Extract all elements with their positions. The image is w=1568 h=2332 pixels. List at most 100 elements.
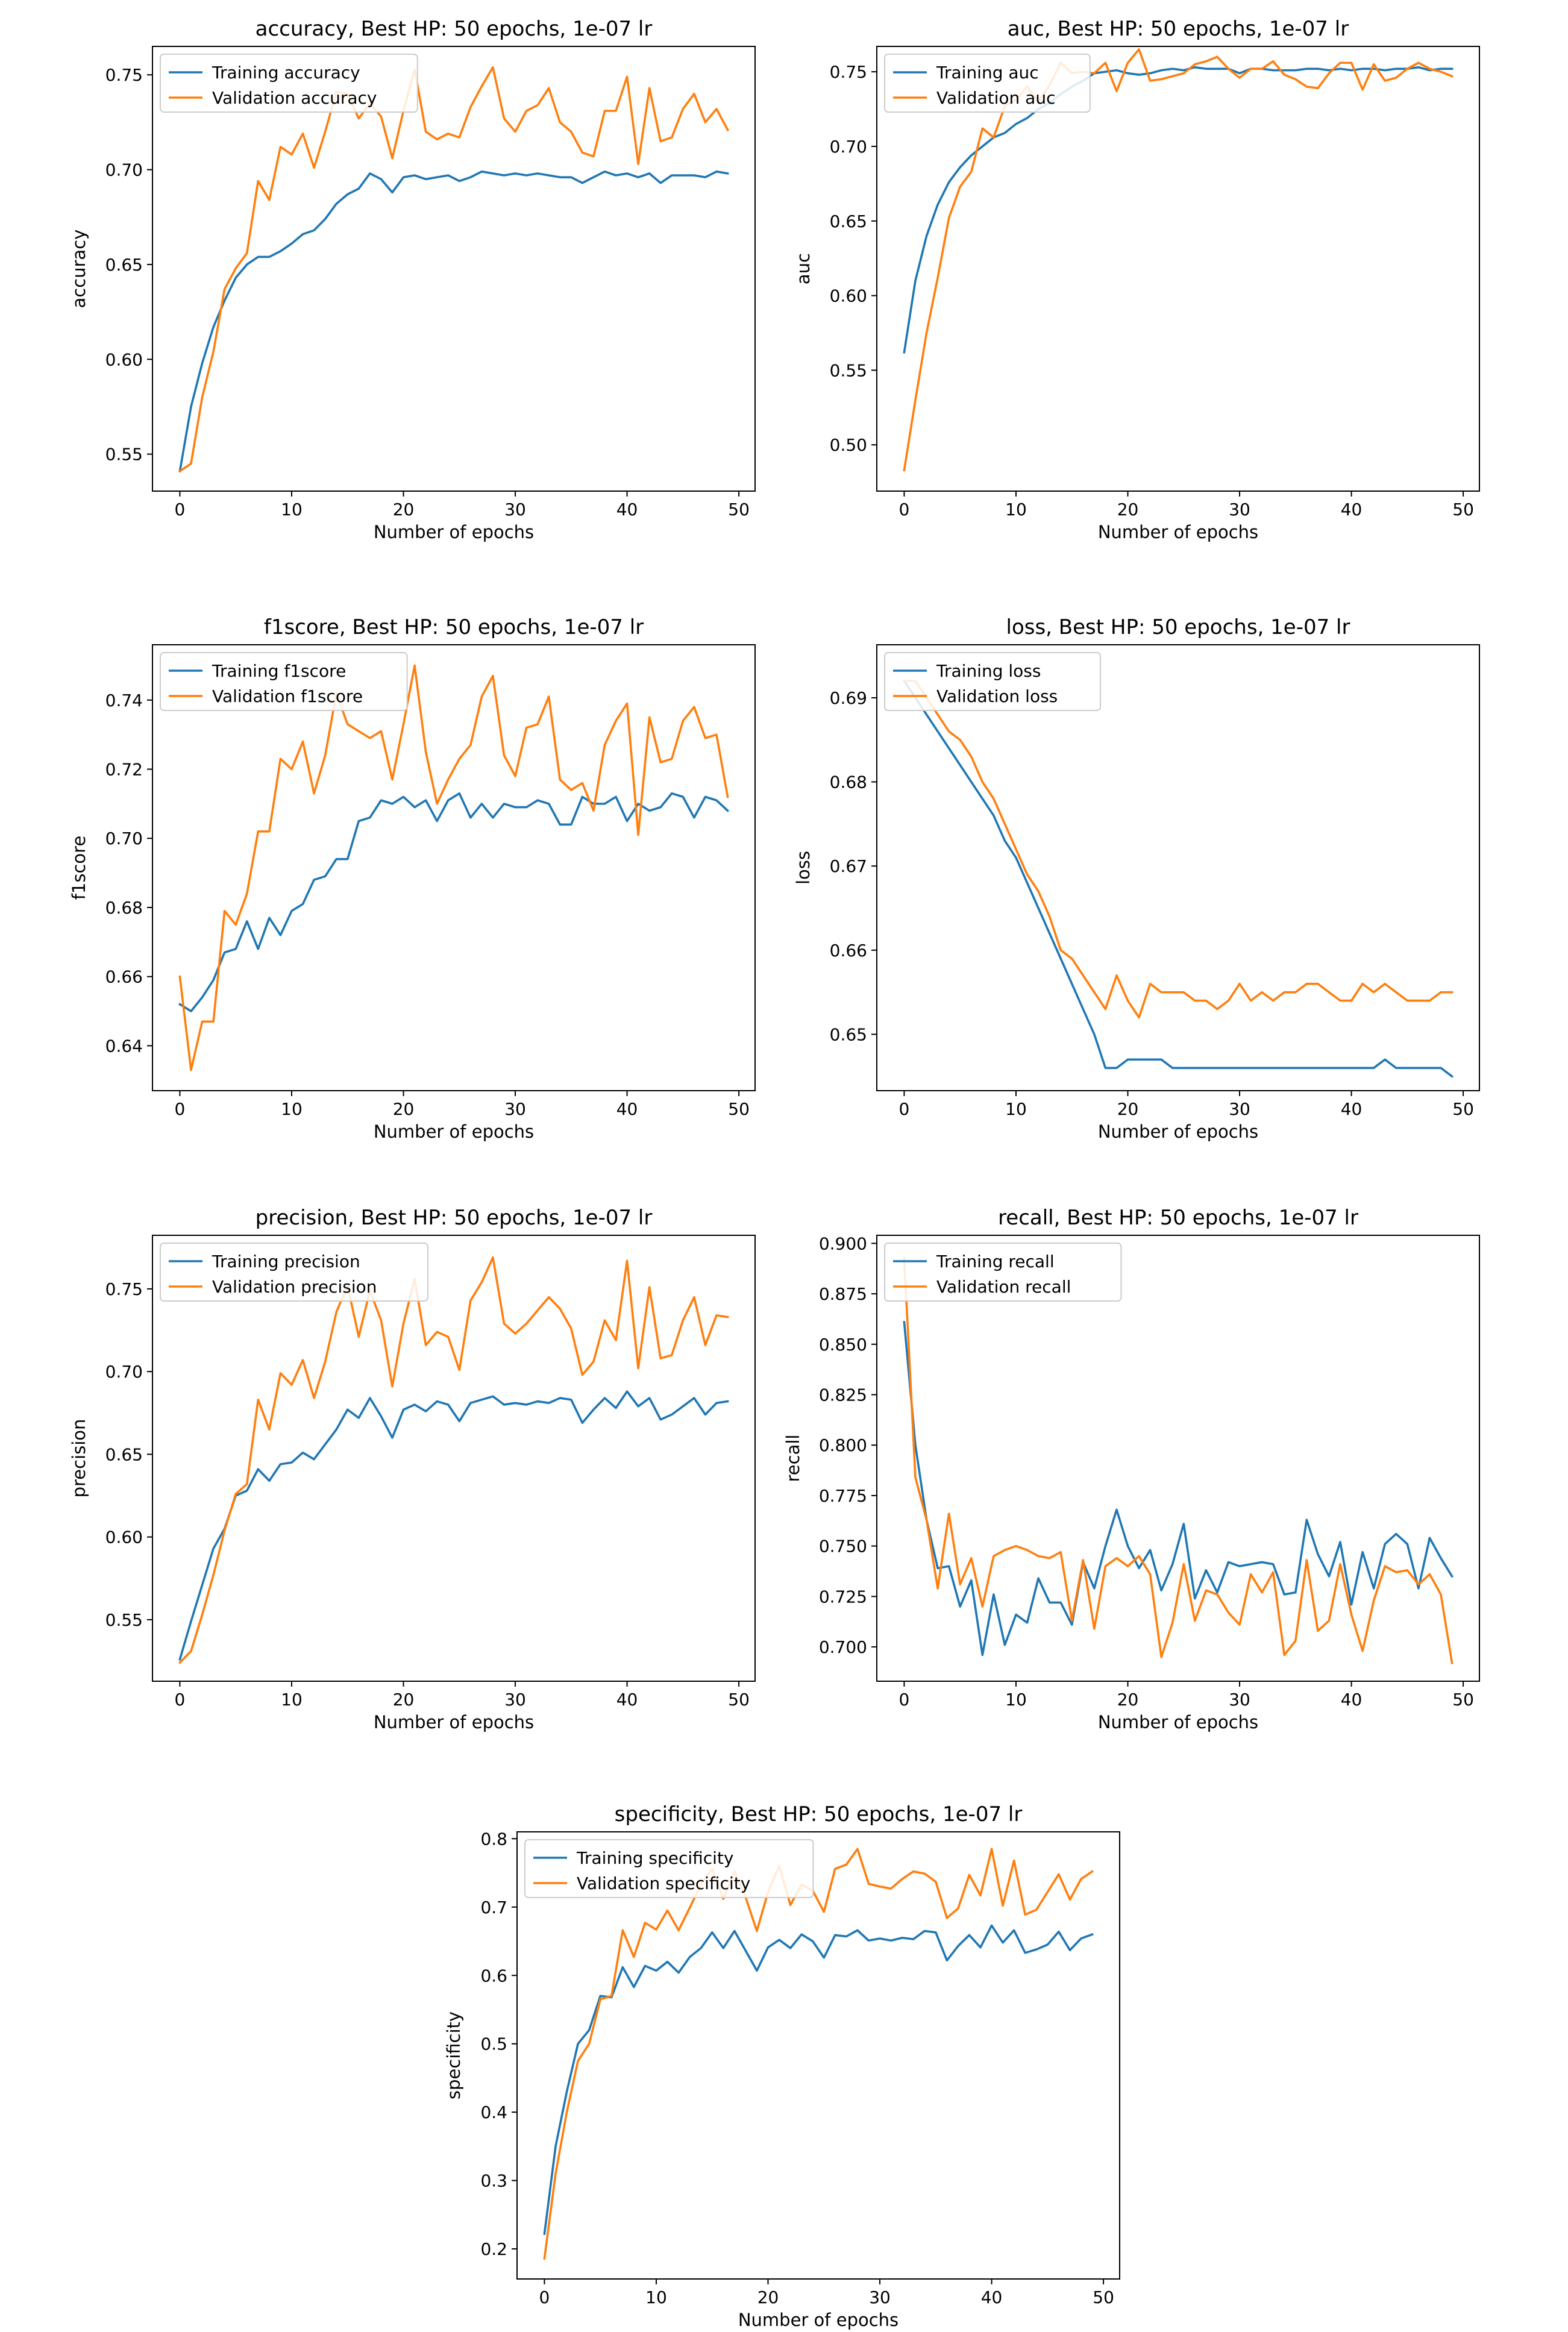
series-line-accuracy-validation — [178, 66, 729, 473]
x-tick-label-auc: 10 — [1005, 500, 1027, 519]
x-tick-label-accuracy: 10 — [281, 500, 303, 519]
x-tick-label-loss: 30 — [1229, 1099, 1250, 1119]
subplot-accuracy: 0 10 20 30 40 50 0.55 0.60 0.65 0.70 0.75 accuracy,… — [69, 17, 756, 542]
x-tick-label-accuracy: 50 — [728, 500, 750, 519]
axes-frame-auc — [876, 46, 1480, 492]
x-tick-label-specificity: 10 — [645, 2287, 667, 2307]
axes-frame-loss — [876, 644, 1480, 1091]
y-tick-label-f1score: 0.68 — [105, 898, 143, 918]
y-tick-label-loss: 0.67 — [830, 856, 867, 876]
y-axis-label-auc: auc — [793, 253, 814, 284]
y-tick-label-accuracy: 0.70 — [105, 160, 143, 180]
legend-box-loss — [884, 652, 1101, 711]
legend-box-recall — [884, 1243, 1122, 1302]
y-tick-label-recall: 0.825 — [819, 1385, 867, 1405]
series-line-f1score-training — [178, 792, 730, 1012]
y-tick-label-specificity: 0.4 — [480, 2102, 507, 2122]
series-line-precision-training — [178, 1390, 729, 1661]
x-axis-label-recall: Number of epochs — [1098, 1712, 1258, 1732]
y-tick-label-auc: 0.75 — [830, 62, 867, 82]
legend-box-auc — [884, 54, 1091, 113]
subplot-auc: 0 10 20 30 40 50 0.50 0.55 0.60 0.65 0.70 0.75 auc, … — [793, 17, 1480, 542]
legend-box-accuracy — [160, 54, 418, 113]
legend-auc: Training auc Validation auc — [884, 54, 1091, 113]
x-tick-label-recall: 20 — [1117, 1690, 1139, 1710]
series-line-recall-training — [903, 1321, 1454, 1657]
legend-label-accuracy-training: Training accuracy — [212, 63, 360, 83]
series-line-precision-validation — [178, 1256, 729, 1664]
x-tick-label-f1score: 50 — [728, 1099, 750, 1119]
x-tick-label-f1score: 0 — [175, 1099, 186, 1119]
y-tick-label-recall: 0.800 — [819, 1435, 867, 1455]
x-tick-label-precision: 20 — [393, 1690, 415, 1710]
y-tick-label-auc: 0.65 — [830, 212, 867, 231]
x-tick-label-f1score: 40 — [616, 1099, 638, 1119]
axes-frame-f1score — [152, 644, 756, 1091]
x-tick-label-precision: 50 — [728, 1690, 750, 1710]
x-tick-label-recall: 10 — [1005, 1690, 1027, 1710]
x-axis-label-specificity: Number of epochs — [738, 2310, 898, 2330]
y-tick-label-accuracy: 0.55 — [105, 445, 143, 465]
legend-box-specificity — [524, 1839, 814, 1898]
x-tick-label-accuracy: 40 — [616, 500, 638, 519]
y-tick-label-loss: 0.66 — [830, 941, 867, 961]
y-tick-label-specificity: 0.8 — [480, 1829, 507, 1849]
y-tick-label-specificity: 0.6 — [480, 1966, 507, 1986]
y-axis-label-recall: recall — [783, 1435, 803, 1482]
x-tick-label-specificity: 40 — [981, 2287, 1003, 2307]
y-tick-label-specificity: 0.5 — [480, 2034, 507, 2054]
chart-title-specificity: specificity, Best HP: 50 epochs, 1e-07 l… — [615, 1802, 1023, 1826]
x-tick-label-auc: 50 — [1452, 500, 1474, 519]
legend-label-precision-training: Training precision — [212, 1252, 360, 1271]
y-tick-label-precision: 0.75 — [105, 1279, 143, 1299]
y-tick-label-specificity: 0.7 — [480, 1898, 507, 1917]
chart-title-f1score: f1score, Best HP: 50 epochs, 1e-07 lr — [264, 615, 644, 639]
legend-f1score: Training f1score Validation f1score — [160, 652, 408, 711]
y-tick-label-recall: 0.700 — [819, 1637, 867, 1657]
x-tick-label-specificity: 20 — [757, 2287, 779, 2307]
y-tick-label-precision: 0.70 — [105, 1362, 143, 1382]
series-line-recall-validation — [903, 1256, 1454, 1664]
axes-frame-recall — [876, 1235, 1480, 1682]
x-tick-label-auc: 30 — [1229, 500, 1250, 519]
series-line-auc-validation — [903, 48, 1454, 472]
subplot-precision: 0 10 20 30 40 50 0.55 0.60 0.65 0.70 0.75 precision… — [69, 1206, 756, 1732]
y-tick-label-accuracy: 0.75 — [105, 65, 143, 85]
x-axis-label-auc: Number of epochs — [1098, 522, 1258, 542]
legend-box-f1score — [160, 652, 408, 711]
x-tick-label-loss: 20 — [1117, 1099, 1139, 1119]
y-tick-label-specificity: 0.3 — [480, 2171, 507, 2191]
y-tick-label-auc: 0.55 — [830, 360, 867, 380]
y-tick-label-precision: 0.60 — [105, 1528, 143, 1547]
x-tick-label-specificity: 0 — [539, 2287, 550, 2307]
x-tick-label-recall: 50 — [1452, 1690, 1474, 1710]
series-line-loss-validation — [903, 680, 1454, 1019]
legend-specificity: Training specificity Validation specifici… — [524, 1839, 814, 1898]
legend-label-f1score-validation: Validation f1score — [212, 686, 363, 706]
y-tick-label-loss: 0.69 — [830, 688, 867, 708]
legend-label-auc-training: Training auc — [936, 63, 1039, 83]
y-axis-label-loss: loss — [793, 851, 814, 885]
y-axis-label-precision: precision — [69, 1419, 89, 1498]
y-tick-label-recall: 0.900 — [819, 1233, 867, 1253]
series-line-f1score-validation — [178, 664, 729, 1071]
y-tick-label-f1score: 0.74 — [105, 691, 143, 710]
legend-label-precision-validation: Validation precision — [212, 1277, 377, 1297]
chart-title-recall: recall, Best HP: 50 epochs, 1e-07 lr — [998, 1206, 1358, 1230]
y-tick-label-auc: 0.60 — [830, 286, 867, 306]
x-axis-label-loss: Number of epochs — [1098, 1121, 1258, 1142]
y-tick-label-loss: 0.68 — [830, 773, 867, 792]
x-tick-label-recall: 30 — [1229, 1690, 1250, 1710]
x-tick-label-precision: 0 — [175, 1690, 186, 1710]
y-axis-label-f1score: f1score — [69, 836, 89, 900]
y-tick-label-f1score: 0.64 — [105, 1036, 143, 1056]
legend-label-recall-validation: Validation recall — [936, 1277, 1071, 1297]
y-tick-label-recall: 0.875 — [819, 1284, 867, 1304]
subplot-loss: 0 10 20 30 40 50 0.65 0.66 0.67 0.68 0.69 loss, Bes… — [793, 615, 1480, 1142]
x-tick-label-f1score: 10 — [281, 1099, 303, 1119]
y-tick-label-f1score: 0.66 — [105, 967, 143, 987]
subplot-f1score: 0 10 20 30 40 50 0.64 0.66 0.68 0.70 0.72 0.74 f1sco… — [69, 615, 756, 1142]
x-tick-label-auc: 40 — [1341, 500, 1363, 519]
x-tick-label-f1score: 30 — [504, 1099, 526, 1119]
x-tick-label-accuracy: 30 — [504, 500, 526, 519]
